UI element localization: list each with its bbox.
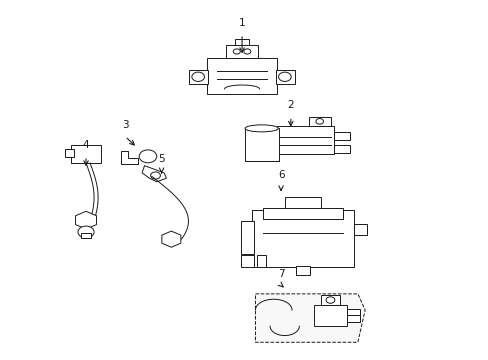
Polygon shape bbox=[76, 211, 96, 229]
Circle shape bbox=[233, 49, 240, 54]
FancyBboxPatch shape bbox=[257, 255, 266, 267]
Circle shape bbox=[278, 72, 291, 81]
Polygon shape bbox=[142, 166, 166, 182]
Circle shape bbox=[78, 226, 94, 238]
FancyBboxPatch shape bbox=[241, 255, 253, 267]
Circle shape bbox=[139, 150, 157, 163]
Text: 2: 2 bbox=[287, 100, 294, 110]
FancyBboxPatch shape bbox=[276, 69, 294, 84]
Polygon shape bbox=[121, 150, 138, 163]
FancyBboxPatch shape bbox=[333, 145, 349, 153]
FancyBboxPatch shape bbox=[346, 315, 359, 322]
Text: 1: 1 bbox=[238, 18, 245, 28]
FancyBboxPatch shape bbox=[321, 295, 339, 305]
FancyBboxPatch shape bbox=[295, 266, 310, 275]
Circle shape bbox=[315, 118, 323, 124]
Text: 6: 6 bbox=[277, 170, 284, 180]
Circle shape bbox=[325, 297, 334, 303]
FancyBboxPatch shape bbox=[251, 211, 353, 267]
Circle shape bbox=[191, 72, 204, 81]
FancyBboxPatch shape bbox=[308, 117, 330, 126]
FancyBboxPatch shape bbox=[346, 309, 359, 315]
FancyBboxPatch shape bbox=[206, 58, 277, 94]
FancyBboxPatch shape bbox=[241, 221, 253, 253]
Circle shape bbox=[150, 172, 160, 179]
FancyBboxPatch shape bbox=[226, 45, 257, 58]
FancyBboxPatch shape bbox=[71, 145, 101, 163]
FancyBboxPatch shape bbox=[64, 149, 74, 157]
FancyBboxPatch shape bbox=[235, 39, 248, 45]
FancyBboxPatch shape bbox=[276, 126, 333, 154]
Ellipse shape bbox=[244, 125, 278, 132]
FancyBboxPatch shape bbox=[262, 208, 343, 219]
Polygon shape bbox=[255, 294, 365, 342]
FancyBboxPatch shape bbox=[333, 132, 349, 140]
Text: 7: 7 bbox=[277, 269, 284, 279]
FancyBboxPatch shape bbox=[313, 305, 346, 326]
FancyBboxPatch shape bbox=[189, 69, 207, 84]
Text: 5: 5 bbox=[158, 154, 164, 164]
Polygon shape bbox=[162, 231, 181, 247]
FancyBboxPatch shape bbox=[81, 233, 91, 238]
Text: 4: 4 bbox=[82, 140, 89, 149]
Circle shape bbox=[244, 49, 250, 54]
FancyBboxPatch shape bbox=[244, 129, 278, 161]
Text: 3: 3 bbox=[122, 120, 128, 130]
FancyBboxPatch shape bbox=[353, 224, 366, 235]
